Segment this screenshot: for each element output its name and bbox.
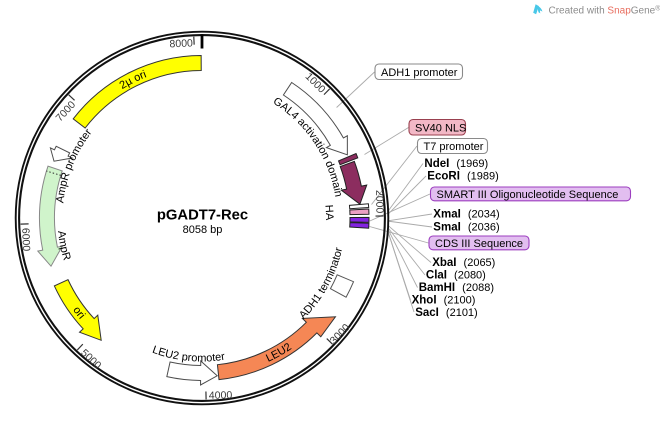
svg-text:Created with SnapGene®: Created with SnapGene® <box>549 5 660 17</box>
svg-text:ClaI (2080): ClaI (2080) <box>426 270 486 282</box>
svg-text:XbaI (2065): XbaI (2065) <box>432 257 495 269</box>
svg-text:XmaI (2034): XmaI (2034) <box>433 209 499 221</box>
svg-text:4000: 4000 <box>209 389 233 402</box>
svg-text:EcoRI (1989): EcoRI (1989) <box>427 171 498 183</box>
svg-text:HA: HA <box>322 204 335 221</box>
svg-text:SMART III Oligonucleotide Sequ: SMART III Oligonucleotide Sequence <box>437 189 619 201</box>
svg-text:8058 bp: 8058 bp <box>183 224 223 236</box>
svg-text:ADH1 promoter: ADH1 promoter <box>381 67 458 79</box>
svg-text:T7 promoter: T7 promoter <box>424 141 484 153</box>
svg-text:SmaI (2036): SmaI (2036) <box>433 222 499 234</box>
svg-text:SV40 NLS: SV40 NLS <box>415 122 466 134</box>
svg-text:XhoI (2100): XhoI (2100) <box>412 295 476 307</box>
svg-text:CDS III Sequence: CDS III Sequence <box>435 238 523 250</box>
svg-text:6000: 6000 <box>19 228 32 252</box>
svg-text:ori: ori <box>70 304 87 321</box>
svg-text:pGADT7-Rec: pGADT7-Rec <box>157 208 248 224</box>
svg-text:8000: 8000 <box>169 37 193 50</box>
svg-text:2000: 2000 <box>373 190 385 214</box>
svg-text:NdeI (1969): NdeI (1969) <box>424 158 488 170</box>
svg-text:SacI (2101): SacI (2101) <box>415 307 478 319</box>
